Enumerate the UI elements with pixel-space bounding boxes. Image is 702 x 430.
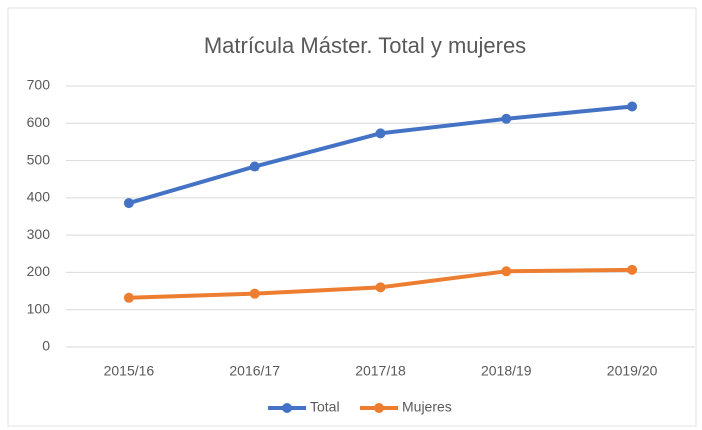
chart-title: Matrícula Máster. Total y mujeres xyxy=(204,33,526,58)
x-tick-label: 2019/20 xyxy=(607,363,658,379)
point xyxy=(249,161,260,172)
point xyxy=(501,113,512,124)
legend-marker xyxy=(374,403,384,413)
x-tick-label: 2016/17 xyxy=(229,363,280,379)
x-tick-label: 2018/19 xyxy=(481,363,532,379)
point xyxy=(501,266,512,277)
y-tick-label: 300 xyxy=(27,226,51,242)
y-tick-label: 0 xyxy=(42,338,50,354)
y-tick-label: 600 xyxy=(27,114,51,130)
point xyxy=(123,292,134,303)
y-tick-label: 400 xyxy=(27,189,51,205)
point xyxy=(375,282,386,293)
y-tick-label: 200 xyxy=(27,263,51,279)
point xyxy=(375,128,386,139)
x-tick-label: 2017/18 xyxy=(355,363,406,379)
y-tick-label: 700 xyxy=(27,77,51,93)
point xyxy=(249,288,260,299)
y-tick-label: 100 xyxy=(27,300,51,316)
point xyxy=(627,264,638,275)
chart-frame xyxy=(7,7,697,427)
x-tick-label: 2015/16 xyxy=(104,363,155,379)
point xyxy=(123,198,134,209)
legend-marker xyxy=(282,403,292,413)
legend-label: Mujeres xyxy=(402,399,452,415)
y-tick-label: 500 xyxy=(27,151,51,167)
legend-label: Total xyxy=(310,399,340,415)
point xyxy=(627,101,638,112)
